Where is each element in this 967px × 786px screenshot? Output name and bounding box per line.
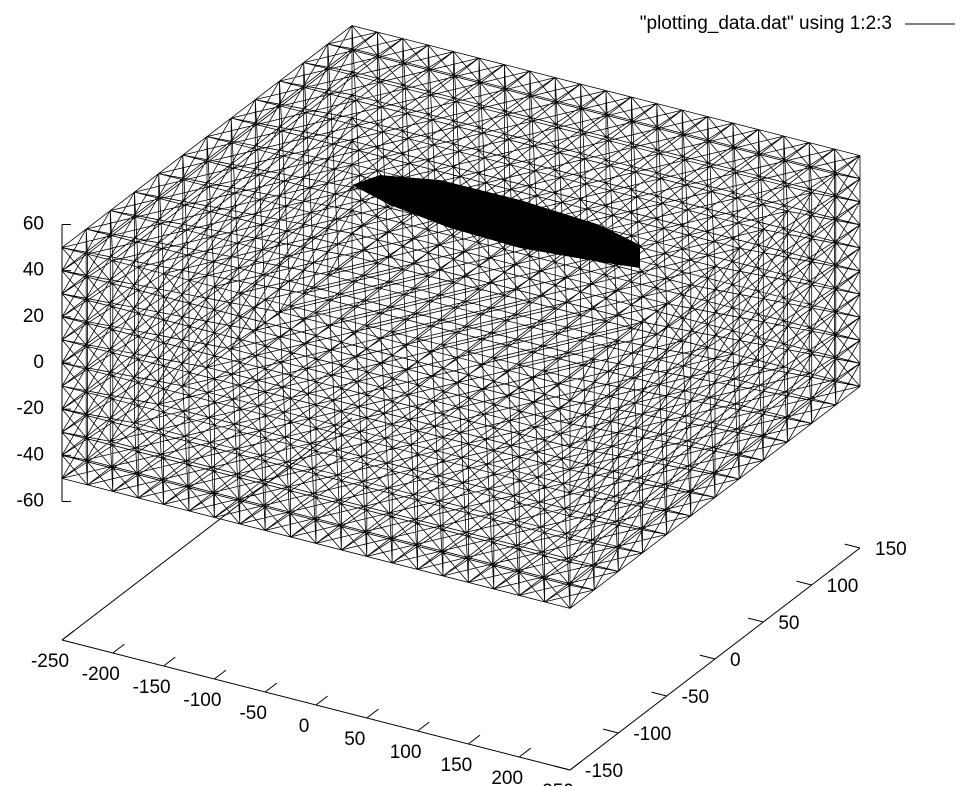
chart: -250-200-150-100-50050100150200250-150-1… xyxy=(0,0,967,786)
y-tick xyxy=(845,544,860,548)
x-tick xyxy=(214,670,226,679)
z-tick-label: 60 xyxy=(23,214,44,235)
x-tick xyxy=(367,709,379,718)
x-tick xyxy=(570,761,582,770)
x-tick xyxy=(316,696,328,705)
z-tick-label: 40 xyxy=(23,260,44,281)
x-tick-label: 100 xyxy=(390,742,422,763)
x-tick-label: -50 xyxy=(239,703,266,724)
x-tick xyxy=(519,748,531,757)
y-tick xyxy=(700,655,715,659)
y-tick-label: -50 xyxy=(682,687,709,708)
z-tick-label: -40 xyxy=(17,444,44,465)
x-tick-label: 150 xyxy=(441,755,473,776)
x-tick-label: -250 xyxy=(31,651,69,672)
z-tick-label: 0 xyxy=(33,352,44,373)
y-tick-label: -100 xyxy=(633,724,671,745)
x-tick-label: 0 xyxy=(299,716,310,737)
x-tick-label: 250 xyxy=(542,781,574,786)
y-tick xyxy=(603,729,618,733)
x-tick xyxy=(62,631,74,640)
y-tick xyxy=(651,692,666,696)
y-tick xyxy=(796,581,811,585)
y-tick-label: 50 xyxy=(778,613,799,634)
legend-label: "plotting_data.dat" using 1:2:3 xyxy=(640,13,892,34)
x-tick xyxy=(265,683,277,692)
x-tick-label: -100 xyxy=(183,690,221,711)
x-tick-label: -200 xyxy=(82,664,120,685)
x-tick-label: -150 xyxy=(133,677,171,698)
z-tick-label: -20 xyxy=(17,398,44,419)
y-tick xyxy=(555,766,570,770)
y-tick-label: 0 xyxy=(730,650,741,671)
x-tick xyxy=(113,644,125,653)
z-tick-label: 20 xyxy=(23,306,44,327)
axis-line xyxy=(62,418,352,640)
z-tick-label: -60 xyxy=(17,491,44,512)
x-tick-label: 200 xyxy=(491,768,523,786)
y-tick-label: -150 xyxy=(585,761,623,782)
x-tick-label: 50 xyxy=(344,729,365,750)
y-tick xyxy=(748,618,763,622)
x-tick xyxy=(418,722,430,731)
y-tick-label: 150 xyxy=(875,539,907,560)
mesh xyxy=(62,26,860,609)
x-tick xyxy=(164,657,176,666)
y-tick-label: 100 xyxy=(827,576,859,597)
x-tick xyxy=(468,735,480,744)
